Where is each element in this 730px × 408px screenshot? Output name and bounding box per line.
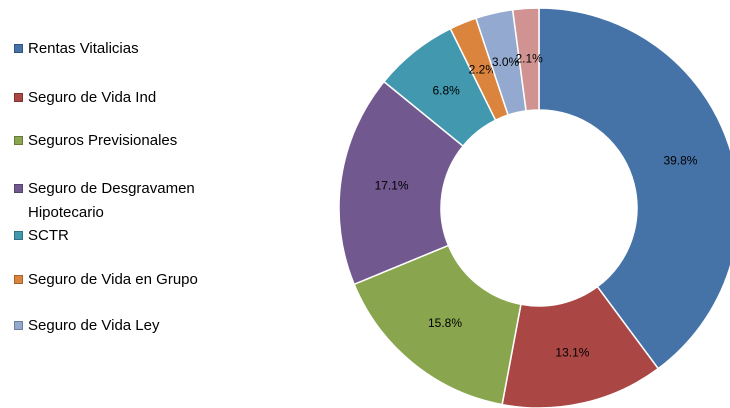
legend-label: Seguro de Desgravamen Hipotecario xyxy=(28,180,195,221)
legend-swatch xyxy=(14,44,23,53)
legend-label: SCTR xyxy=(28,227,69,244)
legend-item: Seguro de Vida en Grupo xyxy=(14,268,250,292)
data-label: 2.2% xyxy=(469,62,497,76)
legend-swatch xyxy=(14,184,23,193)
data-label: 13.1% xyxy=(555,345,589,359)
legend-item: SCTR xyxy=(14,224,250,248)
slice xyxy=(353,244,522,406)
legend-swatch xyxy=(14,321,23,330)
legend-item: Rentas Vitalicias xyxy=(14,37,250,61)
legend-label: Seguro de Vida Ind xyxy=(28,89,157,106)
data-label: 15.8% xyxy=(428,316,462,330)
legend-label: Seguro de Vida en Grupo xyxy=(28,271,198,288)
legend-swatch xyxy=(14,93,23,102)
data-label: 2.1% xyxy=(515,51,543,65)
slice xyxy=(538,7,730,370)
legend-item: Seguro de Vida Ind xyxy=(14,86,250,110)
legend-item: Seguro de Vida Ley xyxy=(14,314,250,338)
legend-swatch xyxy=(14,275,23,284)
legend-label: Seguro de Vida Ley xyxy=(28,317,160,334)
legend-swatch xyxy=(14,231,23,240)
legend-label: Rentas Vitalicias xyxy=(28,40,139,57)
data-label: 3.0% xyxy=(492,55,520,69)
legend-swatch xyxy=(14,136,23,145)
data-label: 17.1% xyxy=(375,178,409,192)
legend-item: Seguro de Desgravamen Hipotecario xyxy=(14,177,250,225)
legend-label: Seguros Previsionales xyxy=(28,132,178,149)
slice xyxy=(338,80,465,286)
data-label: 39.8% xyxy=(663,153,697,167)
data-label: 6.8% xyxy=(432,84,460,98)
slice xyxy=(511,7,540,112)
legend-item: Seguros Previsionales xyxy=(14,129,250,153)
